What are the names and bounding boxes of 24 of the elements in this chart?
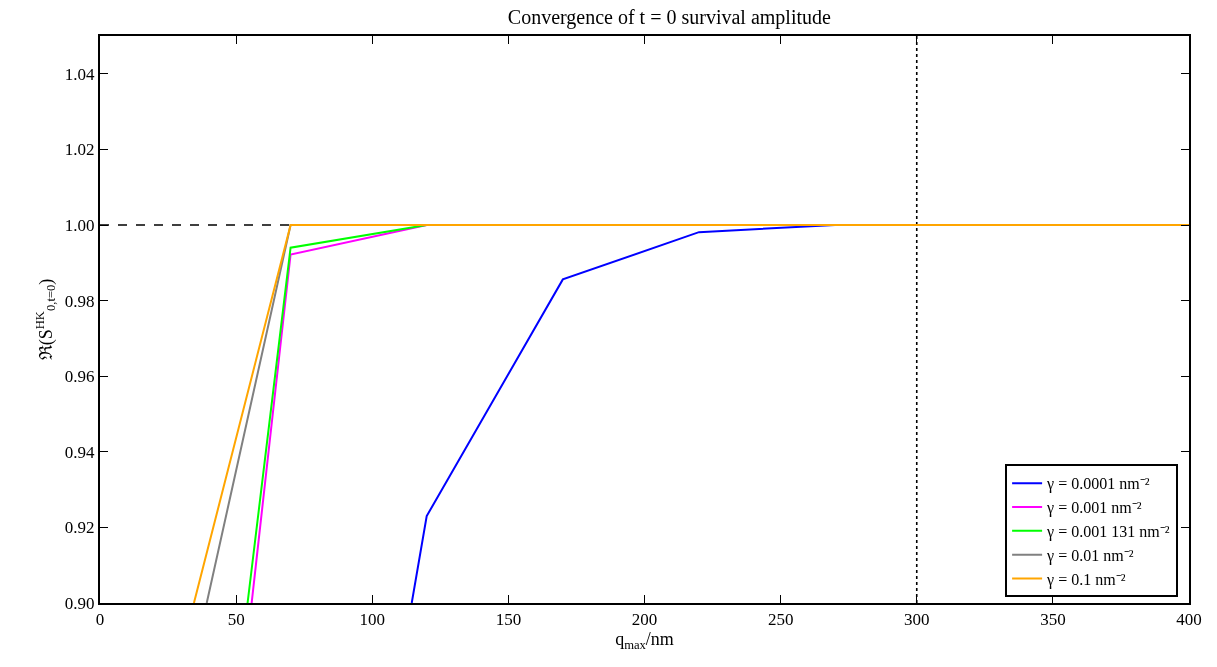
y-tick-label: 0.92: [64, 518, 95, 538]
x-tick-label: 50: [227, 610, 245, 630]
legend-label: γ = 0.01 nm⁻²: [1046, 546, 1134, 565]
x-tick-label: 0: [95, 610, 105, 630]
y-tick-label: 0.94: [64, 442, 96, 462]
x-tick-label: 300: [904, 610, 930, 630]
x-tick-label: 250: [767, 610, 794, 630]
y-tick-label: 0.98: [64, 291, 95, 311]
legend-label: γ = 0.001 131 nm⁻²: [1046, 523, 1170, 542]
x-tick-label: 200: [631, 610, 658, 630]
y-tick-label: 0.90: [64, 593, 95, 613]
x-tick-label: 350: [1040, 610, 1066, 630]
y-tick-label: 1.02: [64, 140, 95, 160]
chart-title: Convergence of t = 0 survival amplitude: [507, 6, 831, 30]
legend-label: γ = 0.001 nm⁻²: [1046, 499, 1142, 518]
legend-label: γ = 0.1 nm⁻²: [1046, 570, 1126, 589]
x-tick-label: 150: [495, 610, 522, 630]
y-tick-label: 0.96: [64, 367, 95, 387]
x-axis-title: q$_{max}$/nm: [615, 629, 674, 653]
y-tick-label: 1.00: [64, 215, 95, 235]
x-tick-label: 400: [1176, 610, 1202, 630]
legend-label: γ = 0.0001 nm⁻²: [1046, 475, 1150, 494]
y-tick-label: 1.04: [64, 64, 96, 84]
x-tick-label: 100: [359, 610, 385, 630]
